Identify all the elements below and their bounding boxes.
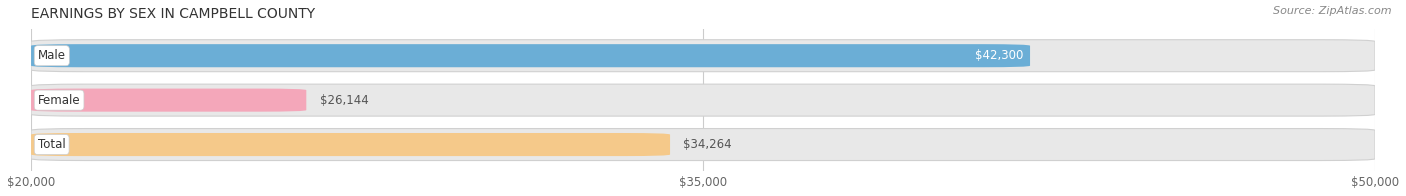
FancyBboxPatch shape <box>31 44 1031 67</box>
Text: Male: Male <box>38 49 66 62</box>
FancyBboxPatch shape <box>31 40 1375 72</box>
Text: $42,300: $42,300 <box>974 49 1024 62</box>
Text: Source: ZipAtlas.com: Source: ZipAtlas.com <box>1274 6 1392 16</box>
FancyBboxPatch shape <box>31 84 1375 116</box>
FancyBboxPatch shape <box>31 133 671 156</box>
Text: Total: Total <box>38 138 66 151</box>
Text: $34,264: $34,264 <box>683 138 733 151</box>
Text: EARNINGS BY SEX IN CAMPBELL COUNTY: EARNINGS BY SEX IN CAMPBELL COUNTY <box>31 7 315 21</box>
Text: Female: Female <box>38 94 80 107</box>
FancyBboxPatch shape <box>31 89 307 112</box>
Text: $26,144: $26,144 <box>319 94 368 107</box>
FancyBboxPatch shape <box>31 129 1375 161</box>
